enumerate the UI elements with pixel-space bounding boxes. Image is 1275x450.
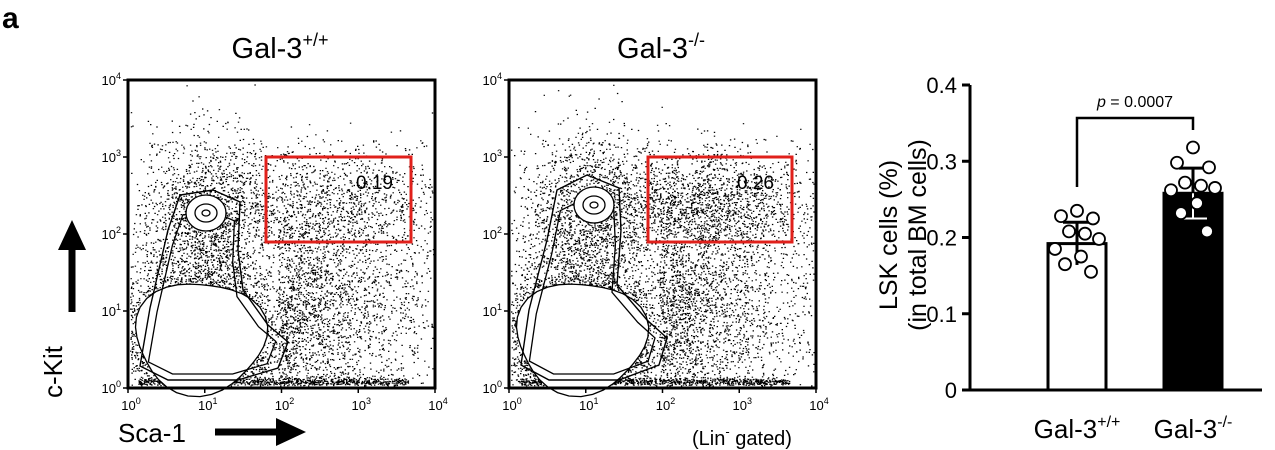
data-point bbox=[1202, 160, 1216, 175]
y-tick-label: 102 bbox=[483, 225, 502, 242]
y-axis-ticks: 100 101 102 103 104 bbox=[102, 71, 128, 396]
data-point bbox=[1086, 211, 1100, 226]
x-axis-ticks: 100 101 102 103 104 bbox=[502, 388, 829, 413]
x-tick-label: 101 bbox=[579, 396, 598, 413]
y-tick-label: 100 bbox=[102, 379, 121, 396]
y-tick-label: 0.1 bbox=[926, 302, 957, 327]
data-point bbox=[1178, 175, 1192, 190]
data-point bbox=[1078, 226, 1092, 241]
significance-bracket bbox=[1075, 116, 1195, 187]
x-tick-label: 102 bbox=[275, 396, 294, 413]
data-point bbox=[1194, 178, 1208, 193]
y-tick-label: 100 bbox=[483, 379, 502, 396]
bar bbox=[1162, 191, 1224, 392]
y-tick-label: 104 bbox=[102, 71, 121, 88]
data-point bbox=[1092, 232, 1106, 246]
x-tick-label: 102 bbox=[656, 396, 675, 413]
y-axis-label: c-Kit bbox=[38, 345, 68, 398]
y-axis-ticks: 100 101 102 103 104 bbox=[483, 71, 509, 396]
flow-plot-title: Gal-3+/+ bbox=[232, 30, 329, 65]
data-point bbox=[1164, 183, 1178, 198]
y-tick-label: 104 bbox=[483, 71, 502, 88]
x-tick-label: 103 bbox=[352, 396, 371, 413]
data-point bbox=[1208, 181, 1222, 195]
data-point bbox=[1058, 257, 1072, 272]
lsk-gate bbox=[646, 155, 794, 244]
p-value-annotation: p = 0.0007 bbox=[1096, 94, 1173, 111]
bar bbox=[1046, 242, 1108, 392]
y-tick-label: 0.4 bbox=[926, 73, 957, 98]
y-tick-label: 103 bbox=[102, 148, 121, 165]
gating-note: (Lin- gated) bbox=[692, 424, 792, 450]
right-arrow-icon bbox=[215, 418, 306, 446]
y-tick-label: 102 bbox=[102, 225, 121, 242]
category-label: Gal-3-/- bbox=[1154, 414, 1233, 444]
data-point bbox=[1200, 224, 1214, 239]
x-tick-label: 100 bbox=[121, 396, 140, 413]
data-point bbox=[1074, 249, 1088, 264]
category-label: Gal-3+/+ bbox=[1034, 414, 1121, 444]
gate-percentage: 0.26 bbox=[737, 173, 774, 194]
bar-chart-ylabel-line2: (in total BM cells) bbox=[904, 139, 932, 331]
lsk-bar-chart: 0 0.1 0.2 0.3 0.4 Gal-3+/+ Gal-3-/- bbox=[926, 73, 1262, 444]
contour-lines bbox=[515, 174, 668, 398]
data-point bbox=[1186, 140, 1200, 155]
y-tick-label: 0 bbox=[945, 378, 957, 403]
x-tick-label: 101 bbox=[198, 396, 217, 413]
x-tick-label: 100 bbox=[502, 396, 521, 413]
lsk-gate bbox=[264, 155, 413, 244]
data-point bbox=[1174, 206, 1188, 221]
data-point bbox=[1170, 155, 1184, 170]
x-axis-ticks: 100 101 102 103 104 bbox=[121, 388, 448, 413]
data-point bbox=[1190, 196, 1204, 211]
data-point bbox=[1048, 242, 1062, 256]
y-tick-label: 101 bbox=[483, 302, 502, 319]
y-tick-label: 0.3 bbox=[926, 149, 957, 174]
y-tick-label: 0.2 bbox=[926, 226, 957, 251]
data-point bbox=[1084, 264, 1098, 279]
gate-percentage: 0.19 bbox=[356, 173, 393, 194]
y-tick-label: 101 bbox=[102, 302, 121, 319]
x-tick-label: 104 bbox=[809, 396, 828, 413]
bar-chart-ylabel-line1: LSK cells (%) bbox=[875, 160, 903, 310]
x-axis-label: Sca-1 bbox=[118, 418, 186, 448]
data-point bbox=[1054, 209, 1068, 224]
data-point bbox=[1062, 224, 1076, 239]
x-tick-label: 103 bbox=[733, 396, 752, 413]
data-point bbox=[1070, 203, 1084, 218]
up-arrow-icon bbox=[58, 220, 86, 312]
panel-label: a bbox=[2, 2, 19, 35]
x-tick-label: 104 bbox=[428, 396, 447, 413]
contour-lines bbox=[134, 189, 289, 398]
y-tick-label: 103 bbox=[483, 148, 502, 165]
flow-plot-title: Gal-3-/- bbox=[617, 30, 705, 65]
